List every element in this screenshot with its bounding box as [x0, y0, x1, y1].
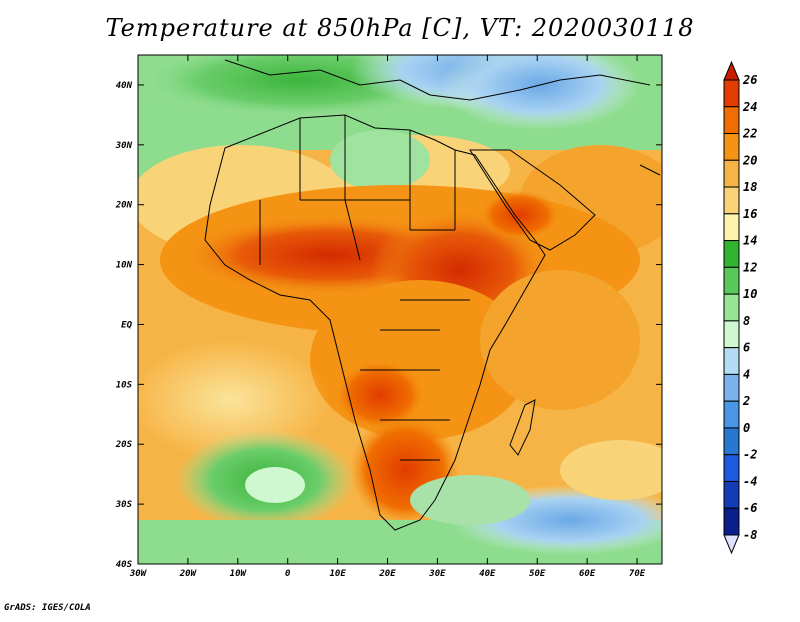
colorbar-segment	[723, 79, 740, 108]
colorbar-segment	[723, 347, 740, 375]
colorbar-label: -4	[743, 474, 757, 488]
colorbar-label: 2	[742, 394, 750, 408]
lat-tick-label: 10N	[116, 261, 133, 271]
colorbar-label: 24	[742, 100, 757, 114]
longitude-axis: 30W 20W 10W 0 10E 20E 30E 40E 50E 60E 70E	[129, 55, 646, 579]
africa-coastline	[204, 114, 546, 531]
colorbar-label: -8	[743, 528, 757, 542]
colorbar-segment	[723, 400, 740, 429]
lon-tick-label: 10E	[329, 569, 346, 579]
lat-tick-label: 30N	[115, 141, 133, 151]
colorbar-segment	[723, 480, 740, 509]
colorbar-label: 4	[743, 367, 750, 381]
colorbar-label: -2	[743, 448, 757, 462]
lat-tick-label: 30S	[115, 500, 133, 510]
lon-tick-label: 50E	[529, 569, 546, 579]
colorbar-segment	[723, 159, 740, 188]
colorbar-label: 14	[743, 234, 757, 248]
colorbar-segment	[723, 213, 740, 242]
lat-tick-label: 40N	[116, 81, 133, 91]
colorbar-label: 8	[743, 314, 750, 328]
lat-tick-label: EQ	[121, 320, 132, 330]
border-lines	[259, 115, 470, 461]
colorbar-top-triangle	[723, 60, 740, 81]
colorbar-segment	[723, 240, 740, 268]
colorbar-label: 26	[742, 73, 757, 87]
lon-tick-label: 30W	[129, 569, 148, 579]
madagascar-outline	[509, 399, 536, 456]
colorbar-segment	[723, 186, 740, 215]
colorbar-bottom-triangle	[723, 534, 740, 555]
lon-tick-label: 20E	[378, 569, 396, 579]
lat-tick-label: 20N	[115, 201, 133, 211]
latitude-axis: 40N 30N 20N 10N EQ 10S 20S 30S 40S	[115, 81, 662, 570]
lat-tick-label: 20S	[115, 440, 133, 450]
colorbar-segment	[723, 454, 740, 482]
colorbar-segment	[723, 507, 740, 536]
map-frame	[137, 54, 663, 565]
colorbar-segment	[723, 373, 740, 402]
lon-tick-label: 70E	[629, 569, 646, 579]
lon-tick-label: 0	[285, 569, 291, 579]
colorbar-label: 0	[743, 421, 750, 435]
colorbar-segment	[723, 427, 740, 456]
colorbar-label: 10	[743, 287, 757, 301]
colorbar-label: -6	[743, 501, 757, 515]
colorbar-label: 20	[742, 153, 757, 167]
colorbar-label: 18	[743, 180, 757, 194]
colorbar-label: 6	[743, 341, 750, 355]
coastlines	[204, 59, 661, 531]
colorbar-segment	[723, 266, 740, 295]
europe-coast	[224, 59, 651, 101]
colorbar-segment	[723, 320, 740, 349]
footer-credit: GrADS: IGES/COLA	[4, 603, 91, 613]
lon-tick-label: 30E	[428, 569, 446, 579]
colorbar-segment	[723, 293, 740, 322]
lat-tick-label: 10S	[116, 380, 133, 390]
arabia-outline	[469, 149, 596, 251]
lon-tick-label: 20W	[179, 569, 198, 579]
colorbar-segment	[723, 133, 740, 161]
temperature-field	[138, 55, 662, 564]
lon-tick-label: 10W	[230, 569, 248, 579]
colorbar-label: 12	[743, 260, 757, 274]
india-coast	[639, 164, 661, 176]
colorbar-label: 22	[742, 127, 757, 141]
lon-tick-label: 60E	[579, 569, 596, 579]
map-title: Temperature at 850hPa [C], VT: 202003011…	[105, 14, 695, 42]
lon-tick-label: 40E	[479, 569, 496, 579]
colorbar-label: 16	[743, 207, 757, 221]
colorbar-segment	[723, 106, 740, 135]
lat-tick-label: 40S	[116, 560, 133, 570]
